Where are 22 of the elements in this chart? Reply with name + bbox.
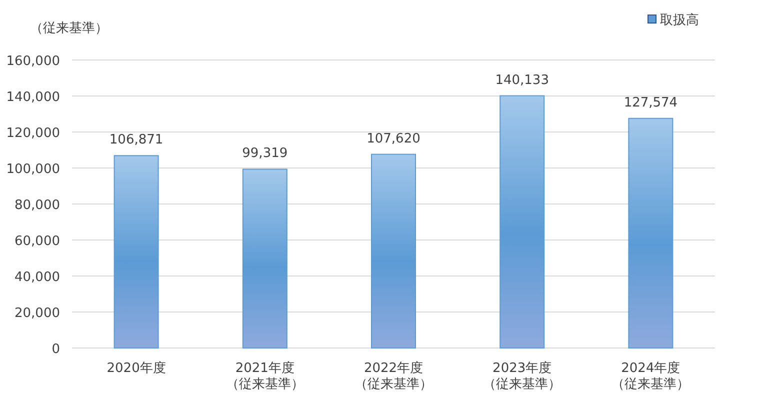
legend-label: 取扱高 xyxy=(660,12,699,28)
data-label: 106,871 xyxy=(109,132,164,148)
legend: 取扱高 xyxy=(648,13,699,28)
y-axis-title: （従来基準） xyxy=(30,21,108,36)
x-tick-label: 2024年度（従来基準） xyxy=(612,360,690,392)
y-tick-label: 160,000 xyxy=(6,54,60,69)
y-tick-label: 0 xyxy=(52,342,60,357)
y-tick-label: 80,000 xyxy=(14,198,60,213)
data-label: 99,319 xyxy=(242,146,288,162)
data-label: 127,574 xyxy=(624,95,678,110)
data-label: 140,133 xyxy=(495,72,549,88)
y-tick-label: 60,000 xyxy=(14,234,60,249)
x-tick-label: 2021年度（従来基準） xyxy=(226,360,304,392)
x-tick-label: 2022年度（従来基準） xyxy=(354,360,432,392)
y-tick-label: 120,000 xyxy=(6,126,60,141)
y-tick-label: 140,000 xyxy=(6,90,60,105)
y-tick-label: 20,000 xyxy=(14,306,60,321)
x-tick-label: 2023年度（従来基準） xyxy=(483,360,562,392)
y-tick-label: 100,000 xyxy=(6,162,60,177)
data-label: 107,620 xyxy=(366,131,420,146)
y-tick-label: 40,000 xyxy=(14,270,60,285)
x-tick-label: 2020年度 xyxy=(106,360,166,376)
